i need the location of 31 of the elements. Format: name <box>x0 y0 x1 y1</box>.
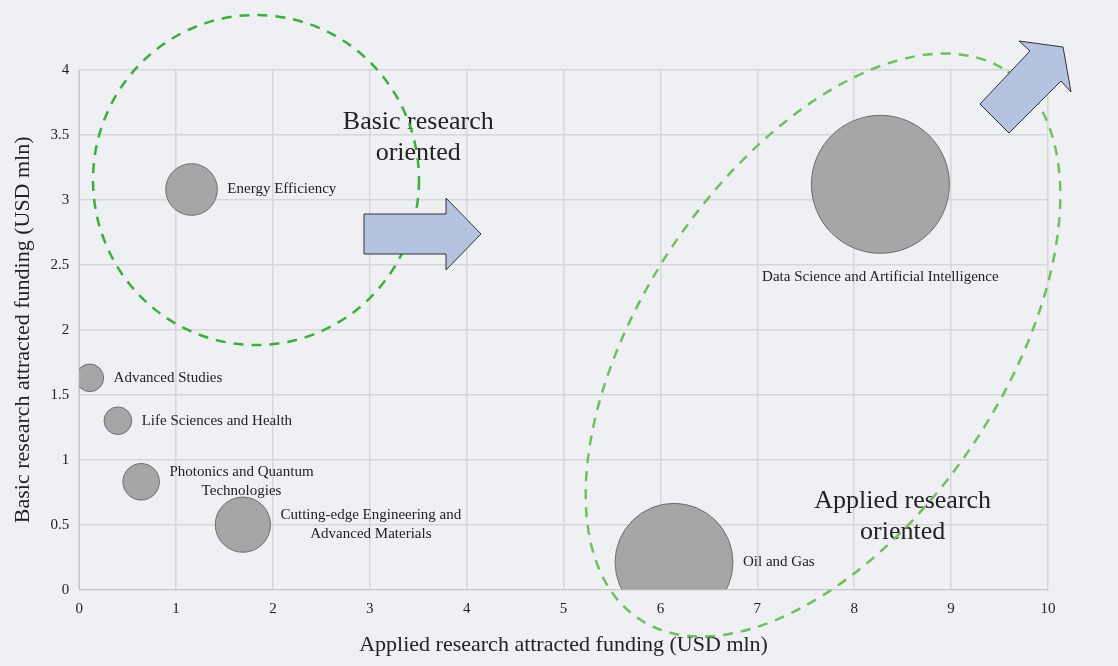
x-tick-label: 10 <box>1040 599 1056 616</box>
x-tick-label: 7 <box>753 599 762 616</box>
y-axis-title: Basic research attracted funding (USD mln) <box>8 136 34 524</box>
series-label: Advanced Studies <box>113 368 223 385</box>
annotation: Applied research oriented <box>814 485 992 546</box>
series-label: Cutting-edge Engineering and Advanced Materials <box>280 506 462 542</box>
y-tick-label: 1.5 <box>50 385 70 402</box>
y-tick-label: 2 <box>61 320 70 337</box>
x-tick-label: 8 <box>850 599 858 616</box>
y-tick-label: 0 <box>61 580 70 597</box>
y-tick-label: 4 <box>61 60 70 77</box>
x-tick-label: 9 <box>947 599 955 616</box>
annotation: Basic research oriented <box>342 105 494 166</box>
x-tick-label: 3 <box>366 599 374 616</box>
series-label: Oil and Gas <box>742 553 815 570</box>
series-label: Life Sciences and Health <box>141 411 293 428</box>
series-label: Data Science and Artificial Intelligence <box>762 268 1000 285</box>
series-label: Energy Efficiency <box>227 180 337 197</box>
y-tick-label: 3 <box>61 190 70 207</box>
y-tick-label: 0.5 <box>50 515 70 532</box>
x-tick-label: 4 <box>462 599 471 616</box>
series-label: Photonics and Quantum Technologies <box>169 463 314 499</box>
y-tick-label: 1 <box>61 450 70 467</box>
y-tick-label: 3.5 <box>50 125 70 142</box>
x-tick-label: 0 <box>75 599 83 616</box>
x-tick-label: 1 <box>172 599 180 616</box>
x-tick-label: 2 <box>269 599 277 616</box>
x-tick-label: 6 <box>656 599 665 616</box>
x-tick-label: 5 <box>559 599 568 616</box>
x-axis-title: Applied research attracted funding (USD mln) <box>359 630 768 656</box>
y-tick-label: 2.5 <box>50 255 70 272</box>
